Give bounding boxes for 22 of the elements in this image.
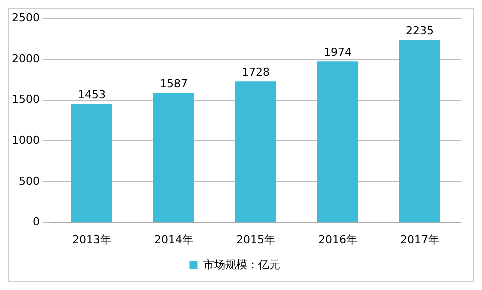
- legend-label: 市场规模：亿元: [203, 258, 280, 272]
- bar: [71, 104, 112, 222]
- bar: [235, 82, 276, 222]
- y-tick-label: 2500: [12, 11, 40, 24]
- data-label: 1974: [324, 46, 352, 59]
- x-tick-label: 2014年: [154, 233, 194, 246]
- data-label: 1587: [160, 78, 188, 91]
- bar: [153, 93, 194, 222]
- y-tick-label: 1000: [12, 134, 40, 147]
- bar: [318, 62, 358, 222]
- data-label: 1453: [78, 88, 106, 102]
- x-tick-label: 2017年: [400, 233, 440, 246]
- y-tick-label: 500: [18, 174, 40, 188]
- y-tick-label: 1500: [12, 93, 40, 106]
- x-tick-label: 2013年: [72, 233, 112, 246]
- y-tick-label: 2000: [12, 52, 40, 66]
- y-tick-label: 0: [32, 216, 40, 229]
- bar: [400, 40, 440, 222]
- data-label: 2235: [406, 24, 434, 38]
- x-tick-label: 2016年: [318, 233, 358, 246]
- data-label: 1728: [242, 66, 270, 80]
- x-tick-label: 2015年: [236, 233, 276, 246]
